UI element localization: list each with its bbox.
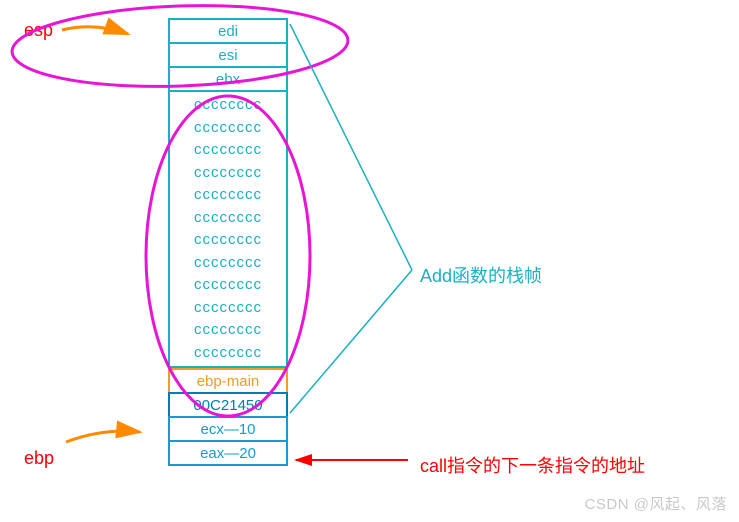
ebp-pointer-label: ebp — [24, 448, 54, 469]
stack-cell-ebp-main: ebp-main — [168, 368, 288, 394]
call-instruction-label: call指令的下一条指令的地址 — [420, 452, 645, 478]
stack-fill-row: cccccccc — [170, 297, 286, 320]
stack-fill-row: cccccccc — [170, 162, 286, 185]
stack-fill-row: cccccccc — [170, 117, 286, 140]
annotation-overlay — [0, 0, 739, 522]
stack-fill-row: cccccccc — [170, 184, 286, 207]
stack-fill-row: cccccccc — [170, 207, 286, 230]
return-address-text: 00C21450 — [193, 397, 262, 414]
stack-fill-row: cccccccc — [170, 139, 286, 162]
stack-fill-row: cccccccc — [170, 274, 286, 297]
stack-cell-ebx: ebx — [168, 66, 288, 92]
stack-cell-edi: edi — [168, 18, 288, 44]
stack-column: edi esi ebx cccccccccccccccccccccccccccc… — [168, 18, 288, 466]
stack-frame-label: Add函数的栈帧 — [420, 262, 542, 288]
stack-fill-row: cccccccc — [170, 252, 286, 275]
watermark: CSDN @风起、风落 — [585, 493, 727, 514]
stack-fill-block: cccccccccccccccccccccccccccccccccccccccc… — [168, 90, 288, 368]
stack-fill-row: cccccccc — [170, 319, 286, 342]
stack-fill-row: cccccccc — [170, 342, 286, 365]
stack-cell-eax: eax—20 — [168, 440, 288, 466]
esp-pointer-label: esp — [24, 20, 53, 41]
stack-cell-return-address: 00C21450 — [168, 392, 288, 418]
stack-cell-ecx: ecx—10 — [168, 416, 288, 442]
stack-fill-row: cccccccc — [170, 229, 286, 252]
stack-cell-esi: esi — [168, 42, 288, 68]
stack-fill-row: cccccccc — [170, 94, 286, 117]
